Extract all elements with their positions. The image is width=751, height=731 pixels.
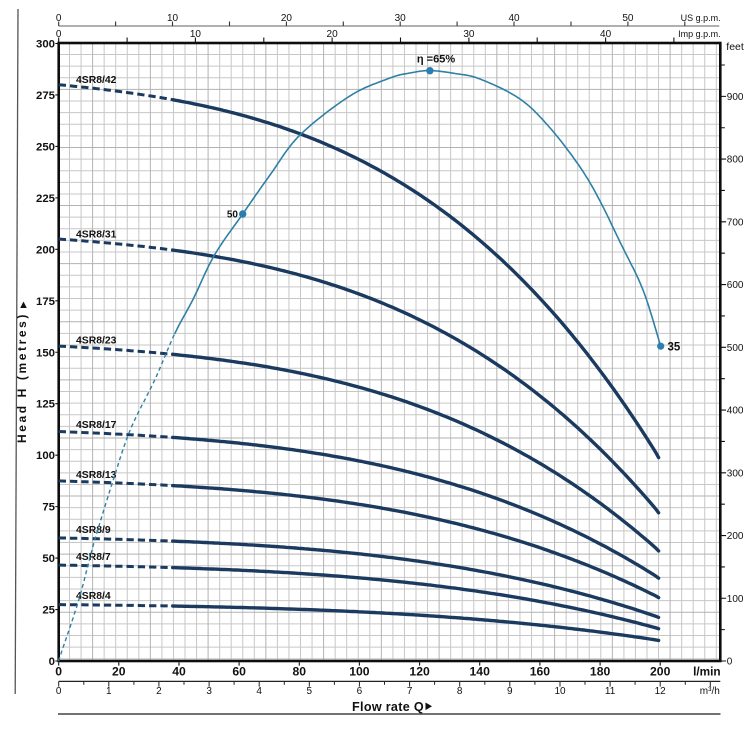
svg-text:140: 140 <box>470 665 491 679</box>
svg-text:700: 700 <box>727 217 744 228</box>
svg-text:1: 1 <box>106 686 112 697</box>
svg-text:50: 50 <box>42 553 55 565</box>
svg-text:0: 0 <box>56 29 62 40</box>
svg-text:0: 0 <box>727 657 733 668</box>
svg-text:11: 11 <box>605 686 616 697</box>
svg-text:5: 5 <box>307 686 313 697</box>
svg-text:12: 12 <box>655 686 667 697</box>
svg-text:4SR8/13: 4SR8/13 <box>76 470 117 481</box>
svg-text:2: 2 <box>156 686 162 697</box>
svg-text:175: 175 <box>36 296 56 308</box>
svg-text:25: 25 <box>42 605 55 617</box>
svg-text:225: 225 <box>36 193 56 205</box>
svg-text:US g.p.m.: US g.p.m. <box>681 13 721 23</box>
svg-text:800: 800 <box>727 155 744 166</box>
svg-text:200: 200 <box>727 531 744 542</box>
svg-text:200: 200 <box>36 244 55 256</box>
svg-text:30: 30 <box>395 13 407 24</box>
svg-text:m³/h: m³/h <box>700 686 720 697</box>
svg-text:50: 50 <box>227 209 239 220</box>
svg-text:0: 0 <box>49 656 55 668</box>
svg-text:500: 500 <box>727 343 744 354</box>
svg-text:4SR8/31: 4SR8/31 <box>76 229 117 240</box>
svg-text:400: 400 <box>727 406 744 417</box>
svg-text:160: 160 <box>530 665 551 679</box>
svg-text:100: 100 <box>349 665 370 679</box>
svg-text:7: 7 <box>407 686 413 697</box>
svg-text:0: 0 <box>55 665 62 679</box>
svg-text:100: 100 <box>36 450 55 462</box>
svg-text:600: 600 <box>727 280 744 291</box>
svg-text:4SR8/42: 4SR8/42 <box>76 75 117 86</box>
svg-text:4SR8/4: 4SR8/4 <box>76 591 111 602</box>
svg-text:l/min: l/min <box>693 665 721 679</box>
svg-text:20: 20 <box>281 13 293 24</box>
svg-text:9: 9 <box>507 686 513 697</box>
svg-text:30: 30 <box>463 29 475 40</box>
svg-text:60: 60 <box>232 665 246 679</box>
svg-text:20: 20 <box>327 29 339 40</box>
svg-text:275: 275 <box>36 90 56 102</box>
svg-text:8: 8 <box>457 686 463 697</box>
svg-text:4: 4 <box>256 686 262 697</box>
svg-text:40: 40 <box>508 13 520 24</box>
svg-text:0: 0 <box>56 13 62 24</box>
svg-text:300: 300 <box>36 39 55 51</box>
svg-text:200: 200 <box>650 665 671 679</box>
svg-text:10: 10 <box>554 686 566 697</box>
svg-text:feet: feet <box>726 41 744 53</box>
svg-text:125: 125 <box>36 399 56 411</box>
svg-text:6: 6 <box>357 686 363 697</box>
svg-text:4SR8/17: 4SR8/17 <box>76 420 117 431</box>
svg-text:3: 3 <box>206 686 212 697</box>
svg-text:10: 10 <box>167 13 179 24</box>
svg-text:35: 35 <box>668 342 681 354</box>
svg-text:Imp g.p.m.: Imp g.p.m. <box>678 29 721 39</box>
svg-text:4SR8/7: 4SR8/7 <box>76 552 111 563</box>
svg-text:75: 75 <box>42 502 55 514</box>
svg-text:40: 40 <box>600 29 612 40</box>
svg-text:40: 40 <box>172 665 186 679</box>
svg-text:180: 180 <box>590 665 611 679</box>
svg-text:300: 300 <box>727 468 744 479</box>
svg-text:0: 0 <box>56 686 62 697</box>
svg-text:η =65%: η =65% <box>417 54 455 66</box>
svg-text:10: 10 <box>190 29 202 40</box>
svg-text:100: 100 <box>727 594 744 605</box>
svg-text:4SR8/9: 4SR8/9 <box>76 525 111 536</box>
svg-text:120: 120 <box>409 665 430 679</box>
svg-text:20: 20 <box>112 665 126 679</box>
svg-text:900: 900 <box>727 92 744 103</box>
svg-text:80: 80 <box>293 665 307 679</box>
svg-text:150: 150 <box>36 347 55 359</box>
svg-text:50: 50 <box>622 13 634 24</box>
svg-text:250: 250 <box>36 141 55 153</box>
svg-text:Flow rate Q: Flow rate Q <box>352 700 424 714</box>
svg-text:4SR8/23: 4SR8/23 <box>76 336 117 347</box>
svg-text:Head H (metres): Head H (metres) <box>15 312 29 443</box>
